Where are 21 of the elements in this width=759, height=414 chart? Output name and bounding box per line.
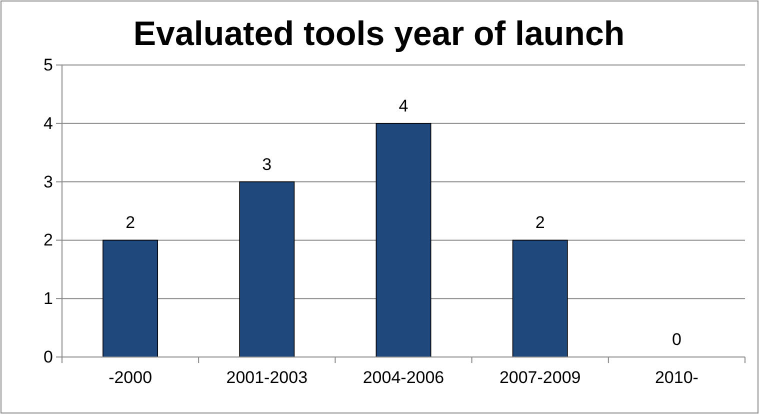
x-tick-label: -2000 [108,368,152,388]
x-tick-label: 2007-2009 [499,368,581,388]
x-tick-label: 2010- [654,368,698,388]
data-label: 4 [398,96,408,116]
y-tick-label: 0 [44,347,53,366]
data-label: 2 [535,213,545,232]
data-label: 2 [126,213,136,232]
y-tick-label: 4 [44,114,53,133]
x-tick-label: 2004-2006 [362,368,444,388]
bar [376,123,432,358]
y-tick-label: 1 [44,289,53,308]
x-tick-label: 2001-2003 [226,368,308,388]
y-tick-label: 2 [44,230,53,250]
bar [512,240,568,358]
y-tick-label: 3 [44,172,53,192]
data-label: 0 [672,330,682,349]
data-label: 3 [262,154,272,174]
chart-title: Evaluated tools year of launch [133,15,625,53]
y-tick-label: 5 [44,55,53,74]
bar [102,240,158,358]
bar [239,181,295,358]
